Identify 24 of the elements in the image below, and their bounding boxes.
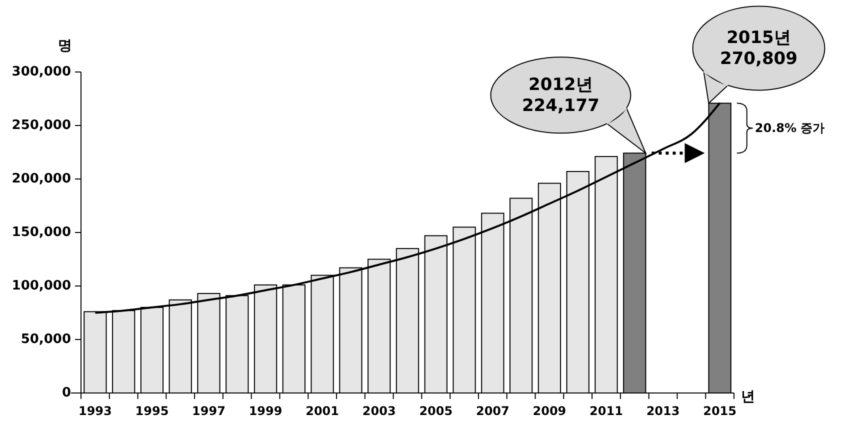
x-tick-label: 2005 [419, 404, 453, 418]
y-tick-label: 200,000 [12, 172, 71, 186]
x-tick-label: 2009 [532, 404, 566, 418]
text: 20.8% 증가 [754, 121, 825, 136]
annotation: 2012년 224,177 [522, 75, 600, 116]
annotation: 2015년 270,809 [720, 28, 798, 70]
x-tick-label: 2013 [646, 404, 680, 418]
x-tick-label: 2001 [306, 404, 340, 418]
x-tick-label: 1993 [78, 404, 112, 418]
x-tick-label: 2015 [703, 404, 737, 418]
x-tick-label: 2007 [476, 404, 510, 418]
x-tick-label: 2003 [362, 404, 396, 418]
y-tick-label: 50,000 [20, 332, 71, 347]
x-tick-label: 1999 [248, 404, 282, 418]
y-tick-label: 0 [62, 386, 71, 400]
x-tick-label: 1995 [135, 404, 169, 418]
y-tick-label: 100,000 [12, 278, 71, 294]
y-tick-label: 300,000 [12, 64, 71, 80]
y-axis-title: 명 [58, 38, 72, 54]
x-tick-label: 2011 [590, 404, 623, 418]
x-axis-title: 년 [741, 389, 755, 405]
y-tick-label: 250,000 [12, 118, 71, 133]
y-tick-label: 150,000 [12, 225, 71, 240]
x-tick-label: 1997 [192, 404, 226, 418]
